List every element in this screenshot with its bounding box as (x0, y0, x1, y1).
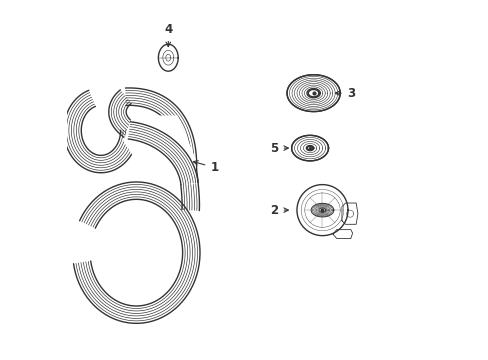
Text: 3: 3 (335, 87, 354, 100)
Text: 2: 2 (270, 204, 288, 217)
Text: 4: 4 (164, 23, 172, 46)
Text: 5: 5 (270, 141, 288, 154)
Text: 1: 1 (193, 161, 218, 174)
Polygon shape (124, 116, 195, 184)
